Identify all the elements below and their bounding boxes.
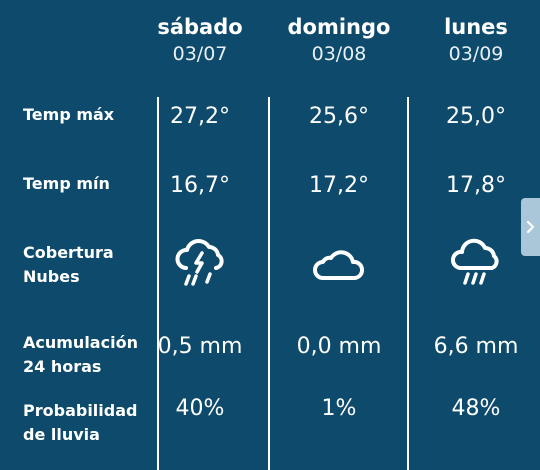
temp-min-value: 17,8° [446, 173, 506, 198]
column-divider [157, 97, 159, 470]
day-header-0: sábado 03/07 [140, 14, 260, 68]
label-line: Cobertura [23, 243, 114, 262]
label-line: Probabilidad [23, 401, 138, 420]
label-line: 24 horas [23, 357, 102, 376]
accumulation-value: 0,5 mm [157, 334, 243, 359]
label-line: Acumulación [23, 333, 138, 352]
temp-min-value: 16,7° [170, 173, 230, 198]
column-divider [268, 97, 270, 470]
rain-cloud-icon [416, 238, 536, 292]
label-rain-probability: Probabilidad de lluvia [23, 399, 137, 447]
day-header-2: lunes 03/09 [416, 14, 536, 68]
column-divider [407, 97, 409, 470]
day-name: lunes [444, 15, 508, 39]
cloud-icon [279, 238, 399, 292]
day-name: sábado [157, 15, 243, 39]
temp-max-value: 25,0° [446, 104, 506, 129]
day-date: 03/07 [172, 43, 228, 65]
temp-min-value: 17,2° [309, 173, 369, 198]
label-cloud-cover: Cobertura Nubes [23, 241, 114, 289]
rain-probability-value: 48% [451, 396, 501, 421]
label-temp-max: Temp máx [23, 105, 115, 124]
day-date: 03/08 [311, 43, 367, 65]
temp-max-value: 25,6° [309, 104, 369, 129]
day-date: 03/09 [448, 43, 504, 65]
rain-probability-value: 1% [321, 396, 357, 421]
chevron-right-icon [526, 220, 534, 234]
rain-probability-value: 40% [175, 396, 225, 421]
day-header-1: domingo 03/08 [279, 14, 399, 68]
label-line: de lluvia [23, 425, 100, 444]
accumulation-value: 6,6 mm [433, 334, 519, 359]
next-days-button[interactable] [521, 198, 540, 256]
label-accumulation: Acumulación 24 horas [23, 331, 138, 379]
accumulation-value: 0,0 mm [296, 334, 382, 359]
day-name: domingo [287, 15, 391, 39]
thunderstorm-icon [140, 238, 260, 292]
label-line: Nubes [23, 267, 80, 286]
label-temp-min: Temp mín [23, 174, 110, 193]
temp-max-value: 27,2° [170, 104, 230, 129]
